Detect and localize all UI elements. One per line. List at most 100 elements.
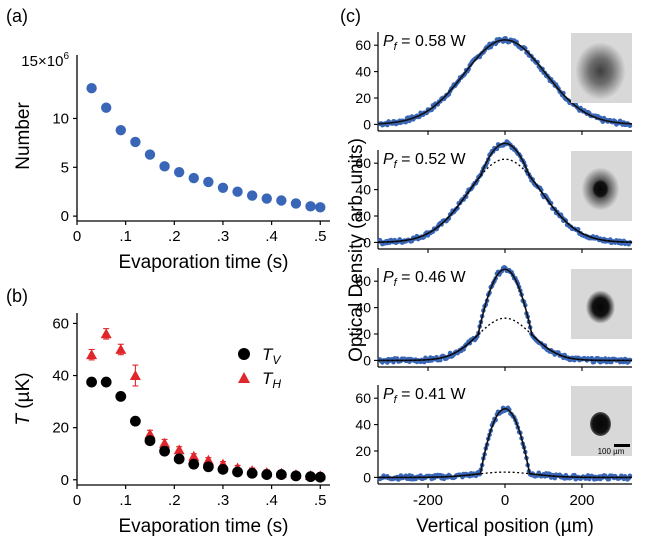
power-label-value: = 0.52 W	[397, 151, 467, 168]
data-point	[173, 453, 185, 465]
power-label-symbol: P	[383, 33, 394, 50]
fit-curve	[378, 39, 632, 125]
data-point	[159, 161, 170, 172]
od-subpanel-4: 0 20 40 60 Pf = 0.41 W 100 µm	[355, 385, 633, 488]
data-point	[159, 445, 170, 457]
legend-label: TH	[262, 369, 281, 391]
legend-marker	[238, 348, 250, 360]
y-tick-label: 0	[61, 208, 69, 225]
data-point	[290, 198, 302, 209]
data-point	[173, 444, 185, 455]
data-point	[290, 470, 302, 482]
power-label-value: = 0.41 W	[397, 386, 467, 403]
power-label-symbol: P	[383, 151, 394, 168]
data-point	[232, 186, 243, 197]
data-point	[129, 415, 141, 427]
data-point	[275, 469, 287, 480]
power-label: Pf = 0.52 W	[383, 151, 467, 171]
x-tick-label: .4	[265, 228, 278, 245]
y-tick-label: 0	[61, 472, 69, 489]
atom-cloud	[585, 290, 616, 324]
data-point	[261, 193, 272, 204]
x-tick-label: .1	[119, 228, 132, 245]
y-tick-label: 60	[355, 155, 371, 171]
data-point	[115, 390, 127, 402]
y-tick-label: 0	[363, 234, 371, 250]
y-axis-label: Number	[13, 102, 34, 170]
panel-label-b: (b)	[6, 286, 28, 306]
thermal-fit-curve	[378, 317, 632, 362]
y-tick-label: 60	[52, 315, 69, 332]
data-point	[86, 376, 97, 388]
atom-cloud	[581, 167, 620, 211]
y-axis-label-symbol: T	[13, 413, 34, 426]
chart-evaporation-number: 0 5 10 0 .1 .2 .3 .4 .5 Evaporation time (s) 15×10…	[13, 51, 330, 273]
y-tick-label: 60	[355, 37, 371, 53]
legend-label-symbol: T	[262, 369, 274, 388]
data-point	[86, 349, 98, 360]
y-axis-label: Optical Density (arb. units)	[346, 138, 367, 362]
power-label-subscript: f	[394, 159, 398, 171]
data-point	[203, 176, 214, 188]
atom-cloud	[575, 42, 626, 100]
y-tick-label: 20	[355, 208, 371, 224]
legend-label-subscript: H	[272, 377, 281, 391]
data-point	[232, 466, 243, 478]
chart-evaporation-temperature: 0 20 40 60 0 .1 .2 .3 .4 .5 Evaporation time (s) T …	[13, 313, 330, 537]
legend-label-subscript: V	[272, 353, 281, 367]
data-point	[188, 458, 200, 470]
legend-label: TV	[262, 345, 281, 367]
data-point	[86, 83, 97, 94]
data-point	[129, 370, 141, 380]
od-subpanel-3: 0 20 40 60 Pf = 0.46 W	[355, 265, 633, 371]
data-point	[276, 195, 287, 206]
power-label-subscript: f	[394, 41, 398, 53]
y-tick-label: 60	[355, 390, 371, 406]
x-tick-label: .1	[119, 492, 132, 509]
x-tick-label: .5	[314, 492, 327, 509]
y-tick-label: 20	[52, 420, 69, 437]
y-tick-label: 40	[355, 417, 371, 433]
y-tick-label: 0	[363, 116, 371, 132]
x-tick-label: 0	[501, 492, 509, 509]
data-point	[217, 182, 229, 193]
x-tick-label: .2	[168, 492, 181, 509]
x-tick-label: .4	[265, 492, 278, 509]
data-point	[144, 435, 156, 447]
y-tick-label: 5	[61, 159, 69, 176]
y-multiplier-base: 15×10	[21, 53, 63, 70]
power-label-value: = 0.58 W	[397, 33, 467, 50]
y-axis-label: T (µK)	[13, 372, 34, 425]
x-tick-label: 0	[73, 492, 81, 509]
y-axis-label-unit: (µK)	[13, 372, 34, 414]
legend-label-symbol: T	[262, 345, 274, 364]
fit-curve	[378, 142, 632, 243]
x-tick-label: 0	[73, 228, 81, 245]
y-tick-label: 0	[363, 469, 371, 485]
data-point	[100, 102, 112, 113]
data-point	[144, 149, 156, 160]
y-tick-label: 40	[355, 182, 371, 198]
od-subpanel-1: 0 20 40 60 Pf = 0.58 W	[355, 32, 633, 135]
y-multiplier-label: 15×106	[21, 51, 69, 70]
data-point	[315, 202, 326, 213]
y-tick-label: 0	[363, 352, 371, 368]
data-point	[305, 471, 316, 483]
x-axis-label: Vertical position (µm)	[416, 516, 594, 537]
y-tick-label: 10	[52, 110, 69, 127]
data-point	[159, 437, 171, 448]
data-point	[305, 201, 316, 212]
data-point	[589, 355, 595, 361]
power-label-subscript: f	[394, 277, 398, 289]
data-point	[202, 461, 214, 473]
data-point	[217, 463, 229, 475]
y-multiplier-exp: 6	[63, 51, 69, 62]
data-point	[261, 469, 273, 480]
x-tick-label: .3	[217, 492, 230, 509]
power-label-value: = 0.46 W	[397, 269, 467, 286]
x-tick-label: .5	[314, 228, 327, 245]
y-tick-label: 40	[52, 368, 69, 385]
atom-cloud	[590, 412, 611, 436]
data-point	[115, 124, 126, 136]
